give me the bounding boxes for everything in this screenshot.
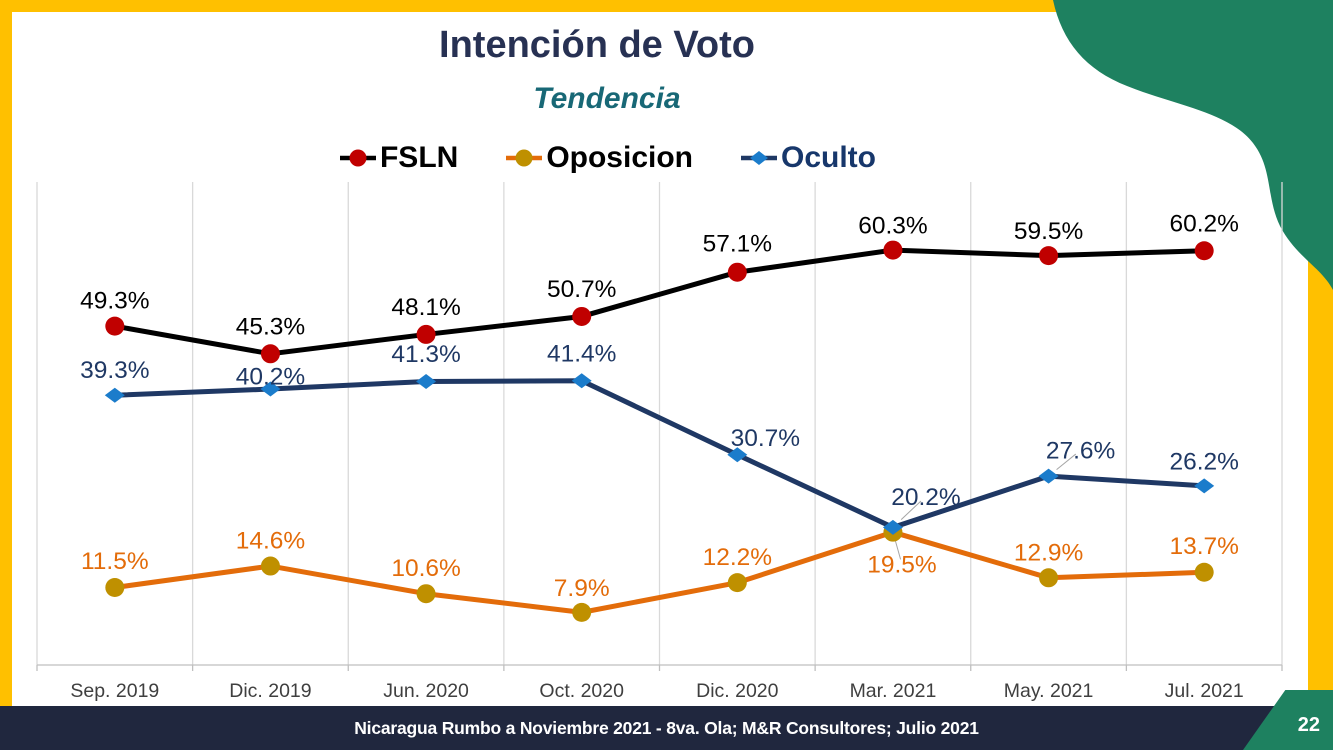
data-point-fsln (883, 240, 903, 260)
page-title: Intención de Voto (439, 24, 755, 66)
data-point-oculto (1194, 478, 1215, 494)
data-point-fsln (416, 324, 436, 344)
data-label-oculto: 20.2% (891, 484, 960, 511)
data-label-oposicion: 13.7% (1169, 533, 1238, 560)
legend-item-oposicion: Oposicion (504, 143, 693, 173)
data-label-oposicion: 19.5% (867, 552, 936, 579)
legend-label-oculto: Oculto (781, 141, 876, 174)
data-label-oposicion: 11.5% (81, 548, 149, 575)
page-number: 22 (1297, 714, 1320, 736)
data-point-oculto (882, 519, 903, 535)
page-subtitle: Tendencia (533, 82, 681, 115)
data-label-fsln: 50.7% (547, 276, 616, 303)
x-axis-label: Mar. 2021 (850, 680, 937, 702)
left-border-bar (0, 0, 12, 706)
data-label-oposicion: 7.9% (554, 575, 610, 602)
data-label-fsln: 45.3% (236, 313, 305, 340)
data-label-fsln: 49.3% (80, 288, 149, 315)
series-line-oposicion (112, 529, 1207, 615)
x-axis-label: Dic. 2019 (229, 680, 311, 702)
data-point-oculto (260, 381, 281, 397)
data-label-oposicion: 12.2% (703, 544, 772, 571)
data-point-fsln (727, 262, 747, 282)
legend-item-oculto: Oculto (739, 143, 876, 173)
label-leader-line (900, 500, 922, 520)
data-point-oculto (1038, 468, 1059, 484)
data-point-fsln (1194, 241, 1214, 261)
data-point-oculto (104, 387, 125, 403)
diamond-marker-icon (741, 151, 777, 165)
data-label-oculto: 30.7% (731, 425, 800, 452)
data-label-fsln: 59.5% (1014, 218, 1083, 245)
data-label-fsln: 57.1% (703, 231, 772, 258)
data-label-oculto: 41.4% (547, 340, 616, 367)
circle-marker-icon (506, 149, 543, 167)
legend-label-fsln: FSLN (379, 141, 459, 174)
x-axis-label: Oct. 2020 (539, 680, 624, 702)
data-point-oposicion (727, 573, 747, 593)
x-axis-label: May. 2021 (1004, 680, 1094, 702)
data-point-oculto (727, 447, 748, 463)
data-label-oposicion: 10.6% (391, 555, 460, 582)
top-border-bar (0, 0, 1333, 12)
footer-bar: Nicaragua Rumbo a Noviembre 2021 - 8va. … (0, 706, 1333, 750)
x-axis-label: Jun. 2020 (383, 680, 469, 702)
data-point-oposicion (1194, 562, 1214, 582)
data-label-oculto: 41.3% (391, 341, 460, 368)
data-label-oculto: 39.3% (80, 357, 149, 384)
data-point-fsln (105, 316, 125, 336)
x-axis-label: Jul. 2021 (1165, 680, 1244, 702)
label-leader-line (894, 540, 902, 560)
chart-legend: FSLN Oposicion Oculto (12, 143, 1202, 173)
x-axis-label: Dic. 2020 (696, 680, 779, 702)
data-point-oculto (571, 373, 592, 389)
data-point-oposicion (1039, 568, 1059, 588)
data-point-oculto (416, 373, 437, 389)
label-leader-line (1056, 453, 1077, 471)
data-point-oposicion (260, 556, 280, 576)
data-label-oposicion: 12.9% (1014, 539, 1083, 566)
legend-item-fsln: FSLN (338, 143, 458, 173)
legend-label-oposicion: Oposicion (546, 141, 693, 174)
data-label-fsln: 60.3% (858, 213, 927, 240)
data-point-fsln (260, 344, 280, 364)
data-label-fsln: 60.2% (1169, 210, 1238, 237)
data-point-fsln (1039, 246, 1059, 266)
data-point-oposicion (416, 584, 436, 604)
data-label-oculto: 40.2% (236, 364, 305, 391)
circle-marker-icon (339, 149, 376, 167)
data-label-oculto: 26.2% (1169, 448, 1238, 475)
data-point-oposicion (105, 577, 125, 597)
x-axis-label: Sep. 2019 (70, 680, 159, 702)
series-line-oculto (112, 378, 1207, 530)
data-label-oculto: 27.6% (1046, 438, 1115, 465)
data-point-fsln (572, 306, 592, 326)
data-label-oposicion: 14.6% (236, 528, 305, 555)
series-line-fsln (112, 247, 1207, 357)
data-point-oposicion (572, 602, 592, 622)
footer-text: Nicaragua Rumbo a Noviembre 2021 - 8va. … (354, 717, 979, 738)
data-label-fsln: 48.1% (391, 294, 460, 321)
